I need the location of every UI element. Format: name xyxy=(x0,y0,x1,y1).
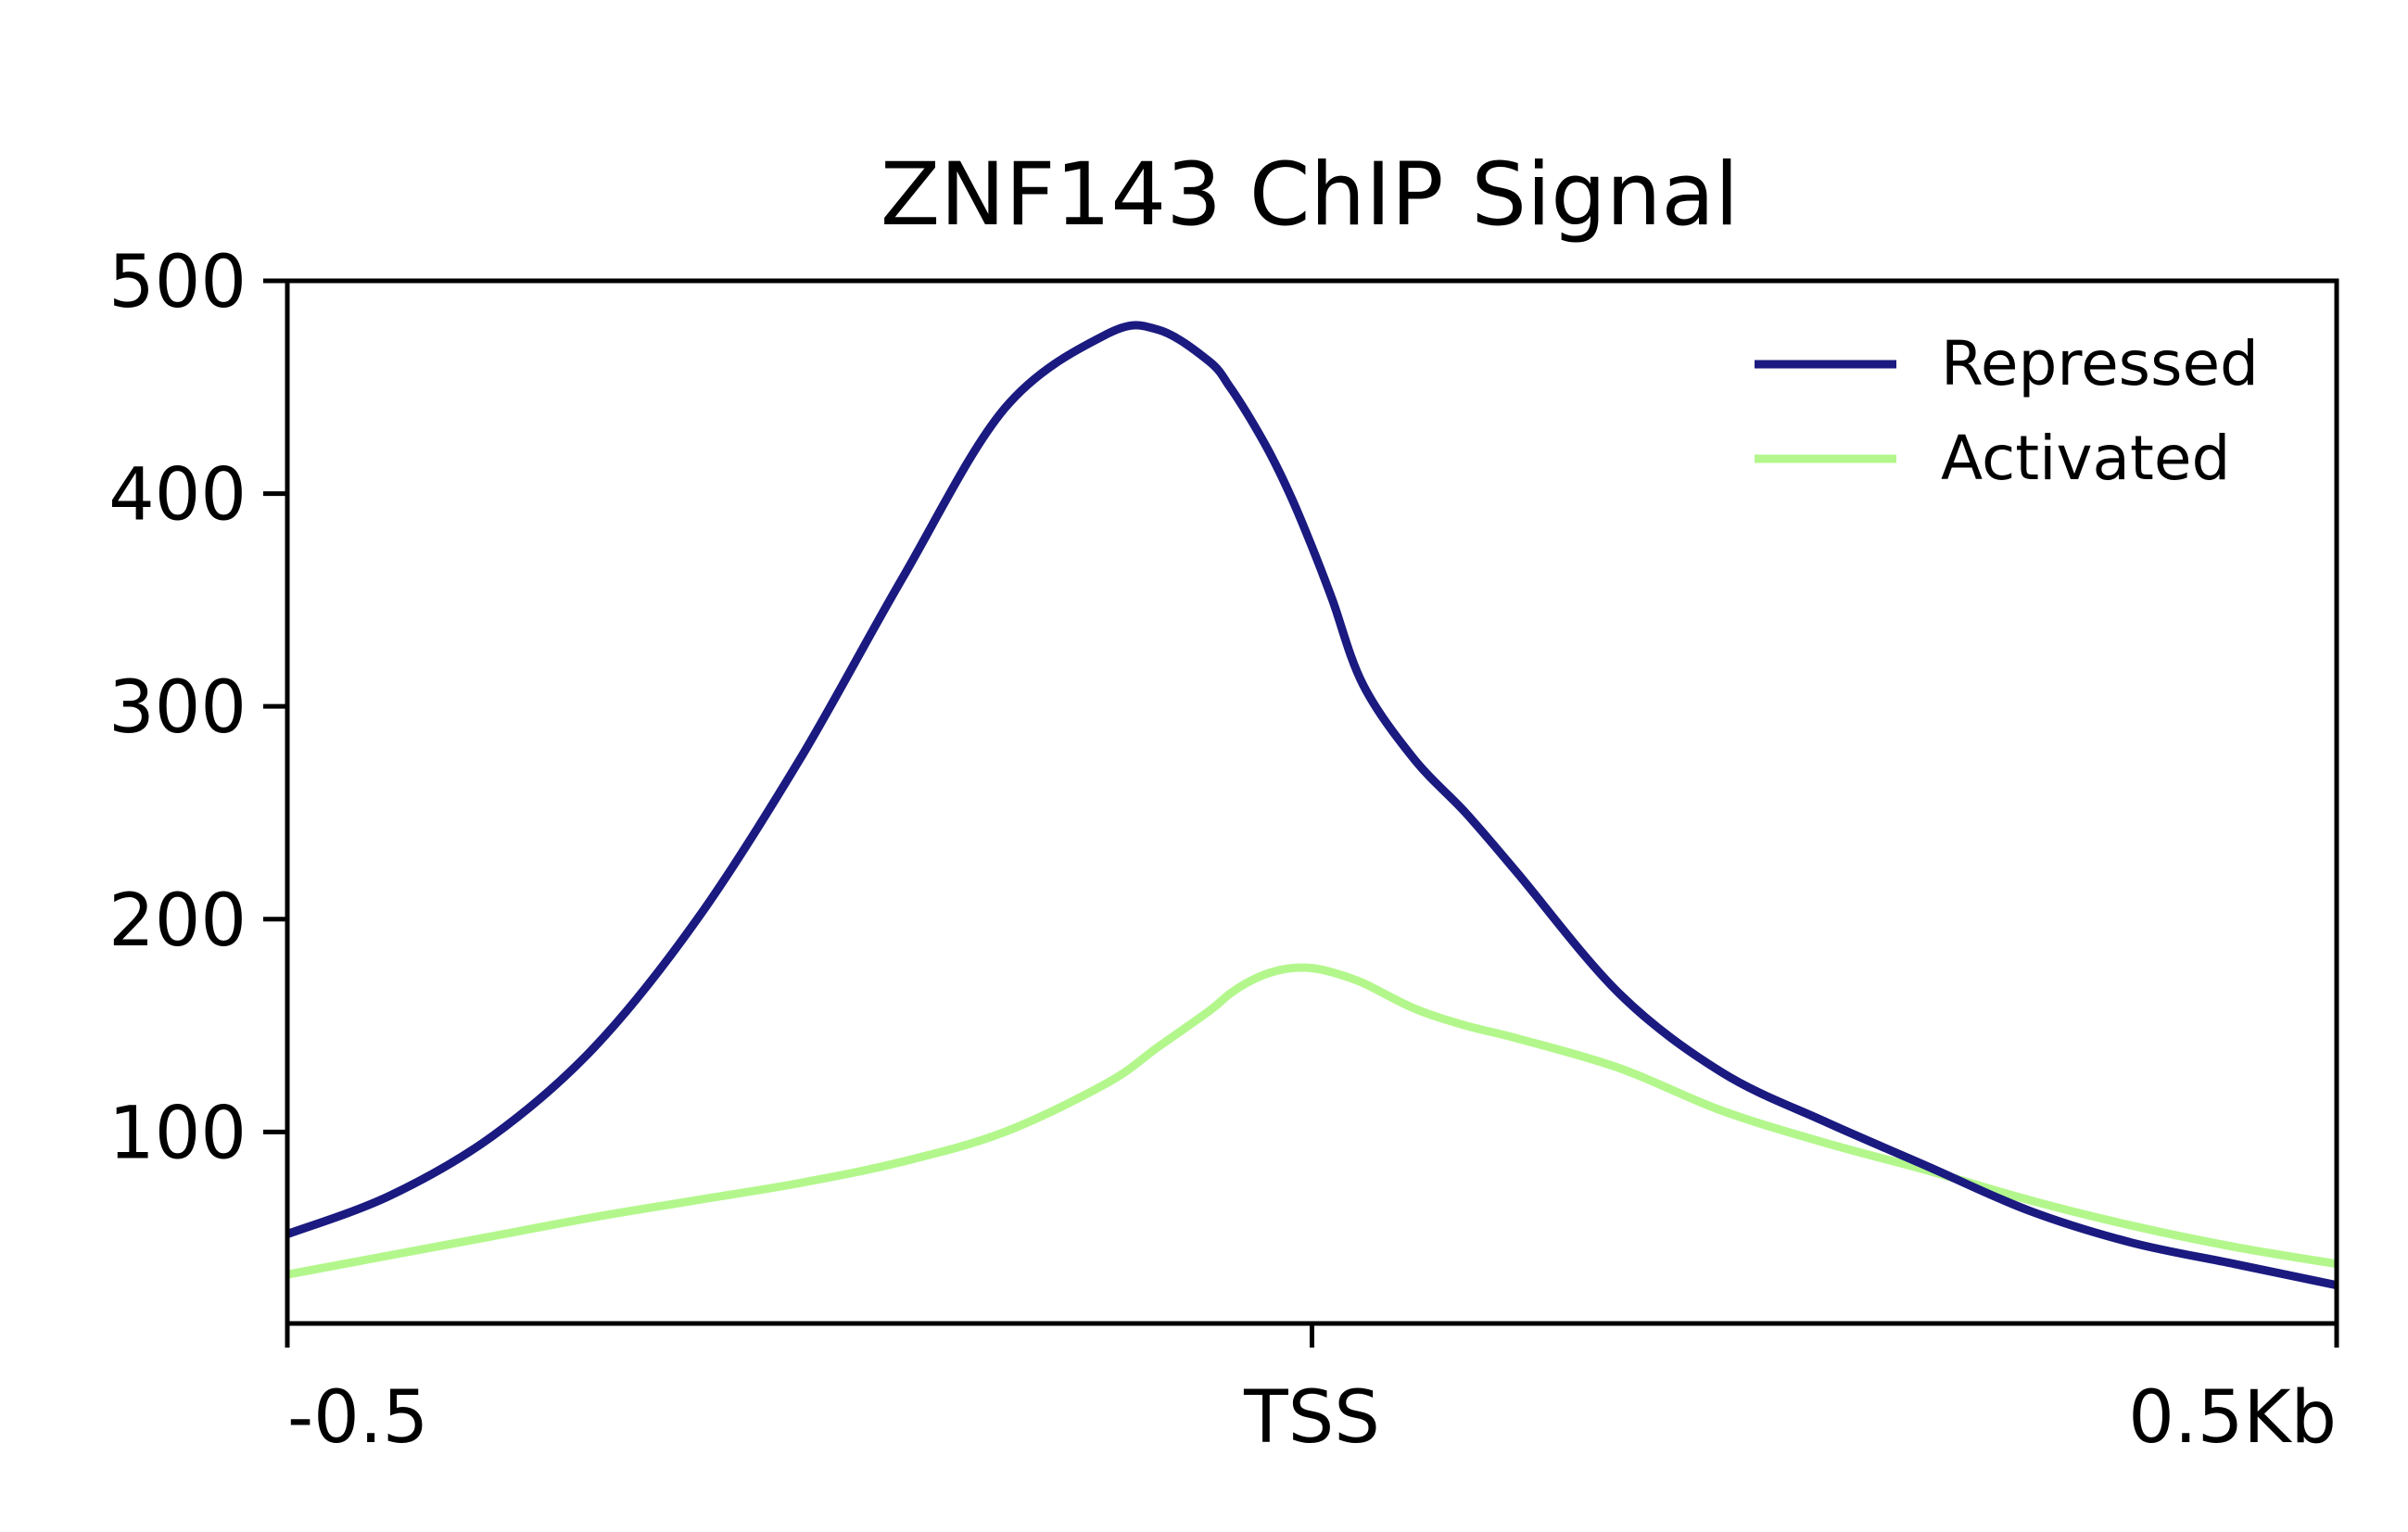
x-tick-label: 0.5Kb xyxy=(2128,1376,2337,1460)
series-layer xyxy=(285,321,2338,1290)
y-tick-label: 400 xyxy=(108,454,247,538)
x-tick-label: TSS xyxy=(1243,1376,1380,1460)
y-tick-label: 200 xyxy=(108,880,247,963)
x-tick-label: -0.5 xyxy=(287,1376,428,1460)
legend-label-activated: Activated xyxy=(1941,423,2230,494)
y-axis: 100 200 300 400 500 xyxy=(108,241,287,1175)
series-line-activated xyxy=(286,963,2338,1279)
y-tick-label: 300 xyxy=(108,666,247,750)
legend-label-repressed: Repressed xyxy=(1941,328,2259,399)
y-tick-label: 500 xyxy=(108,241,247,324)
x-axis: -0.5 TSS 0.5Kb xyxy=(285,1323,2339,1460)
plot-frame xyxy=(285,278,2339,1326)
series-line-repressed xyxy=(285,321,2338,1290)
y-tick-label: 100 xyxy=(108,1092,247,1175)
chart-title: ZNF143 ChIP Signal xyxy=(881,145,1739,246)
legend: Repressed Activated xyxy=(1755,328,2259,494)
